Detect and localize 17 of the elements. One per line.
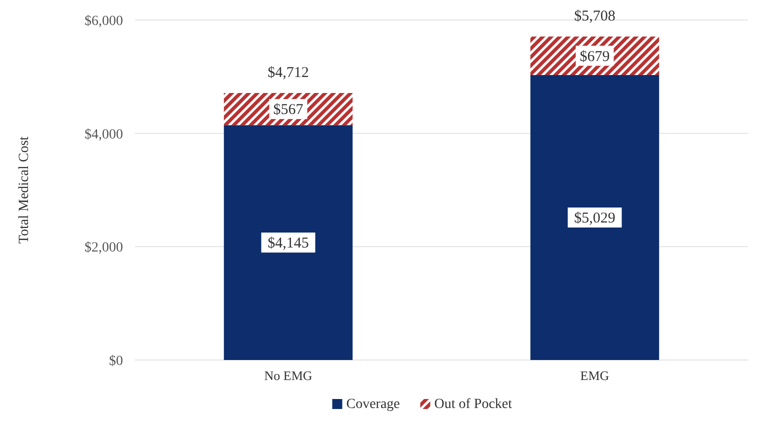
data-label: $567 [273, 102, 304, 118]
total-label: $4,712 [268, 64, 309, 81]
y-tick-label: $0 [109, 354, 123, 369]
y-tick-label: $6,000 [84, 14, 123, 29]
y-axis-title: Total Medical Cost [17, 136, 32, 244]
x-tick-label: EMG [580, 368, 610, 383]
y-tick-label: $4,000 [84, 127, 123, 142]
bar [530, 75, 660, 360]
data-label: $679 [580, 48, 610, 65]
data-label: $4,145 [268, 236, 309, 252]
data-label: $5,029 [574, 210, 616, 227]
legend-label: Out of Pocket [434, 397, 512, 412]
total-label: $5,708 [574, 8, 616, 25]
x-tick-label: No EMG [264, 368, 312, 383]
legend-label: Coverage [346, 397, 400, 412]
bar [224, 125, 353, 360]
y-tick-label: $2,000 [84, 240, 123, 256]
